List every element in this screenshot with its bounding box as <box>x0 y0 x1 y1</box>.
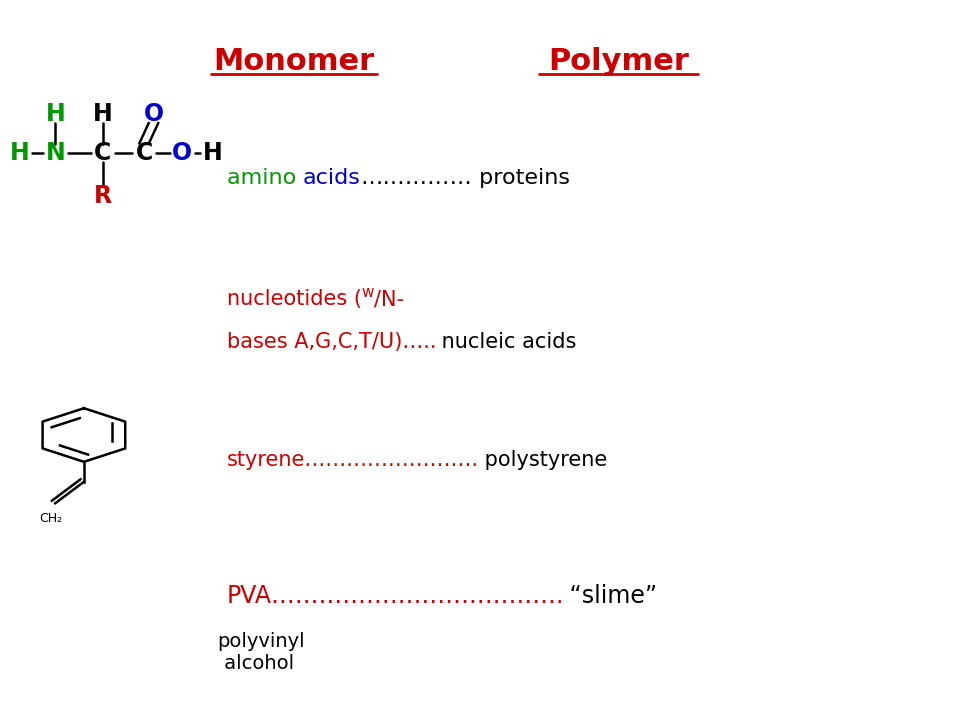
Text: acids: acids <box>303 168 361 188</box>
Text: polyvinyl
 alcohol: polyvinyl alcohol <box>218 632 305 673</box>
Text: /N-: /N- <box>373 289 404 310</box>
Text: C: C <box>94 141 111 165</box>
Text: CH₂: CH₂ <box>39 512 62 525</box>
Text: H: H <box>45 102 65 125</box>
Text: Monomer: Monomer <box>213 47 374 76</box>
Text: H: H <box>11 141 30 165</box>
Text: amino: amino <box>228 168 303 188</box>
Text: O: O <box>143 102 163 125</box>
Text: H: H <box>93 102 113 125</box>
Text: styrene…………………….: styrene……………………. <box>228 450 479 470</box>
Text: N: N <box>45 141 65 165</box>
Text: Polymer: Polymer <box>548 47 689 76</box>
Text: w: w <box>361 284 373 300</box>
Text: “slime”: “slime” <box>563 584 658 608</box>
Text: nucleotides (: nucleotides ( <box>228 289 362 310</box>
Text: nucleic acids: nucleic acids <box>435 332 577 352</box>
Text: R: R <box>94 184 112 207</box>
Text: C: C <box>135 141 153 165</box>
Text: ……………: …………… <box>361 168 472 188</box>
Text: O: O <box>172 141 192 165</box>
Text: PVA……………………………….: PVA………………………………. <box>228 584 564 608</box>
Text: H: H <box>203 141 223 165</box>
Text: polystyrene: polystyrene <box>478 450 607 470</box>
Text: proteins: proteins <box>471 168 570 188</box>
Text: bases A,G,C,T/U)…..: bases A,G,C,T/U)….. <box>228 332 437 352</box>
